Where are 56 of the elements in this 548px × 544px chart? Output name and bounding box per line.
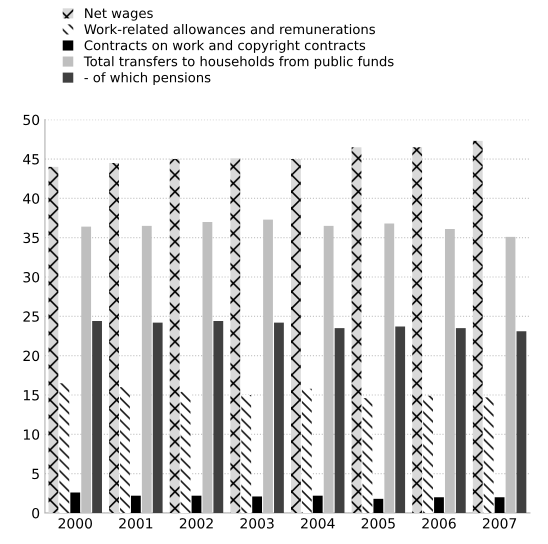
bar xyxy=(192,496,202,513)
bar xyxy=(274,322,284,513)
x-tick-label: 2001 xyxy=(119,518,152,529)
bar xyxy=(484,397,494,513)
bar xyxy=(109,162,119,513)
bar xyxy=(362,398,372,513)
bar xyxy=(334,328,344,513)
x-tick-label: 2004 xyxy=(301,518,335,529)
bar xyxy=(472,140,483,513)
y-tick-label: 50 xyxy=(23,114,40,126)
bar xyxy=(516,331,526,513)
bar xyxy=(373,498,384,513)
bar xyxy=(312,496,323,513)
bar xyxy=(180,392,190,513)
bar xyxy=(302,388,312,513)
x-tick-label: 2006 xyxy=(422,518,456,529)
bar xyxy=(395,326,406,513)
bar xyxy=(412,147,422,513)
y-tick-label: 30 xyxy=(23,272,40,282)
y-tick-label: 0 xyxy=(32,508,40,518)
y-tick-label: 35 xyxy=(23,232,39,244)
bar xyxy=(456,328,466,513)
legend-label: - of which pensions xyxy=(84,72,210,85)
bar xyxy=(120,387,130,513)
bar xyxy=(70,492,80,513)
bar xyxy=(252,496,262,513)
bar xyxy=(59,383,70,513)
x-tick-label: 2007 xyxy=(482,518,516,529)
legend-label: Total transfers to households from public funds xyxy=(84,56,394,69)
y-tick-label: 20 xyxy=(23,350,40,362)
legend-label: Work-related allowances and remunerations xyxy=(84,24,375,34)
y-tick-label: 5 xyxy=(32,468,39,480)
x-tick-label: 2000 xyxy=(58,518,92,529)
bar xyxy=(152,322,163,513)
y-tick-label: 10 xyxy=(24,429,40,440)
bar xyxy=(92,321,102,513)
y-tick-label: 45 xyxy=(23,154,39,164)
y-tick-label: 15 xyxy=(24,390,39,400)
x-tick-label: 2002 xyxy=(180,518,213,529)
y-tick-label: 40 xyxy=(23,193,40,204)
bar xyxy=(213,321,224,513)
bar xyxy=(130,496,141,513)
legend-label: Net wages xyxy=(85,8,153,21)
legend-label: Contracts on work and copyright contracts xyxy=(84,40,366,53)
bar xyxy=(423,396,433,513)
bar xyxy=(170,159,180,513)
bar xyxy=(434,497,444,513)
x-tick-label: 2005 xyxy=(362,518,395,529)
bar xyxy=(241,395,252,513)
bar xyxy=(48,166,58,513)
bar xyxy=(494,497,505,513)
y-tick-label: 25 xyxy=(23,311,39,322)
bar xyxy=(230,158,240,513)
bar xyxy=(352,147,362,513)
bar xyxy=(291,159,301,513)
x-tick-label: 2003 xyxy=(240,518,274,529)
